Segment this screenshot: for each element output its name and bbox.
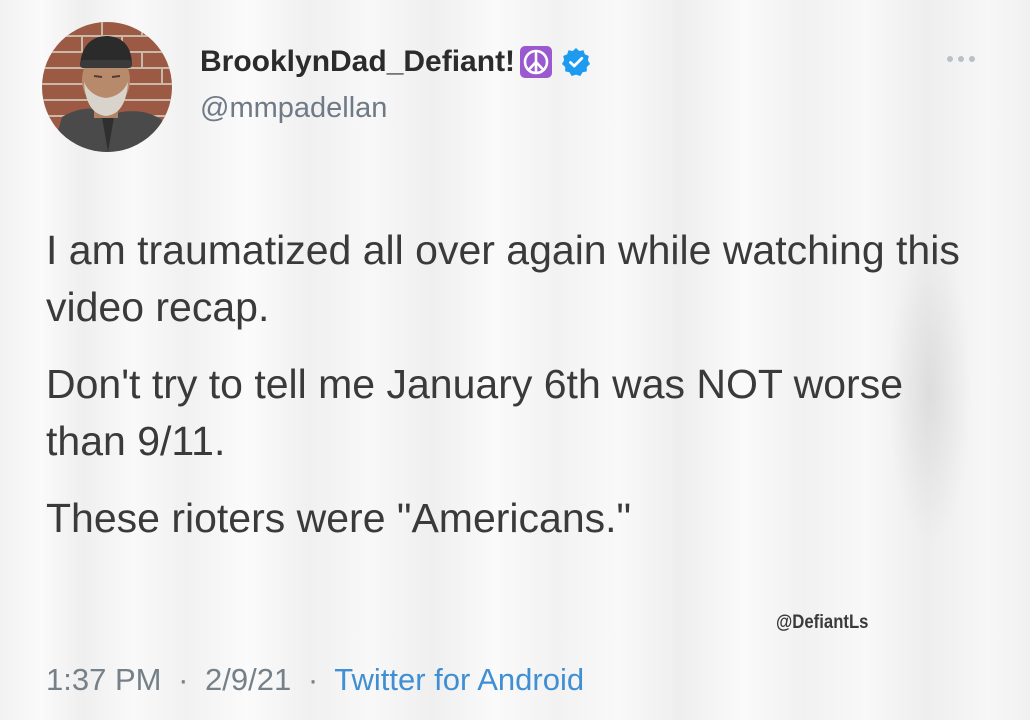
author-display-name[interactable]: BrooklynDad_Defiant!: [200, 45, 516, 78]
peace-symbol-icon: [519, 45, 553, 79]
meta-separator: ·: [307, 662, 319, 697]
tweet-paragraph: I am traumatized all over again while wa…: [46, 227, 960, 330]
more-options-icon[interactable]: [944, 52, 978, 66]
avatar[interactable]: [42, 22, 172, 152]
watermark-label: @DefiantLs: [776, 612, 869, 633]
avatar-image: [42, 22, 172, 152]
verified-icon: [561, 47, 591, 77]
tweet-paragraph: Don't try to tell me January 6th was NOT…: [46, 361, 903, 464]
author-name-row: BrooklynDad_Defiant!: [200, 42, 591, 82]
author-handle[interactable]: @mmpadellan: [200, 92, 388, 124]
tweet-meta: 1:37 PM · 2/9/21 · Twitter for Android: [46, 662, 584, 698]
meta-separator: ·: [178, 662, 189, 697]
tweet-text: I am traumatized all over again while wa…: [46, 222, 976, 567]
tweet-time[interactable]: 1:37 PM: [46, 662, 162, 697]
tweet-source-link[interactable]: Twitter for Android: [334, 662, 585, 697]
tweet-paragraph: These rioters were "Americans.": [46, 495, 632, 541]
tweet-date[interactable]: 2/9/21: [205, 662, 292, 697]
